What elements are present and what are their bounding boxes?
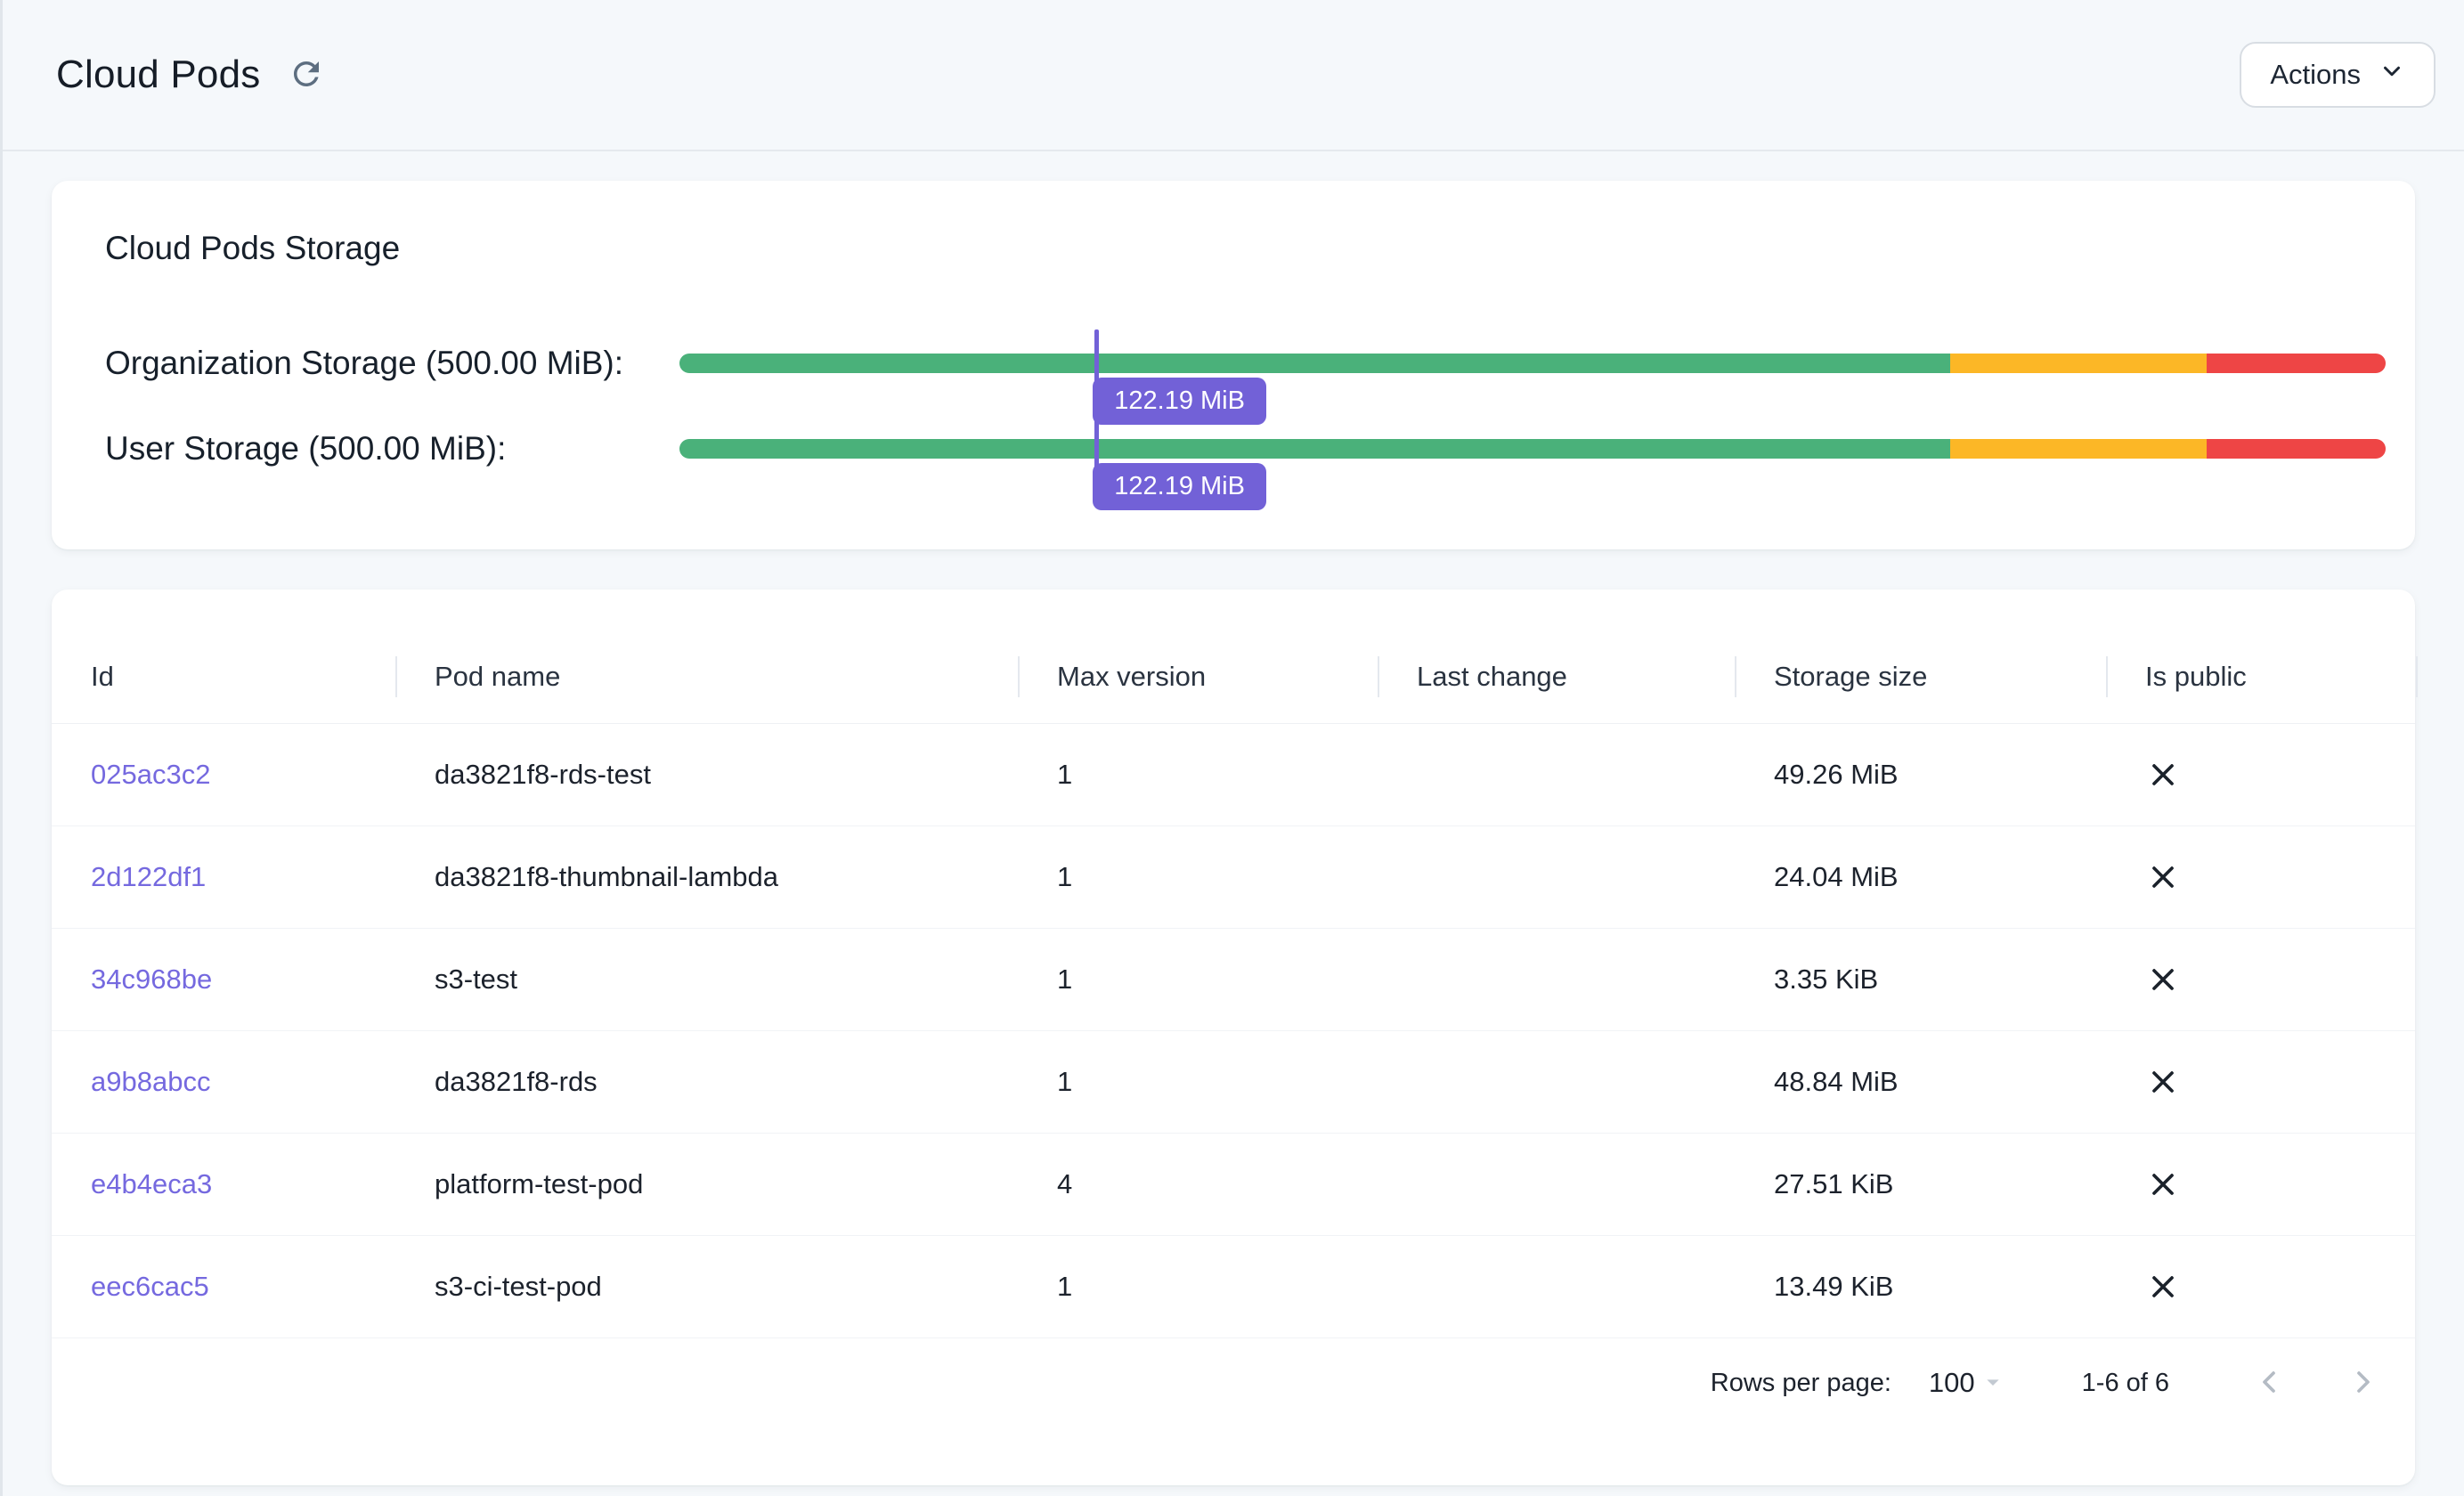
column-header-storage-size[interactable]: Storage size xyxy=(1735,630,2106,723)
rows-per-page-select[interactable]: 100 xyxy=(1929,1367,2007,1399)
main-content: Cloud Pods Storage Organization Storage … xyxy=(3,181,2464,1485)
pod-id-link[interactable]: 025ac3c2 xyxy=(91,759,211,790)
pod-name-cell: da3821f8-rds xyxy=(435,1066,598,1097)
max-version-cell: 1 xyxy=(1057,1271,1073,1302)
user-storage-label: User Storage (500.00 MiB): xyxy=(105,430,507,467)
column-header-is-public[interactable]: Is public xyxy=(2106,630,2418,723)
user-storage-bar: 122.19 MiB xyxy=(679,415,2386,510)
previous-page-button[interactable] xyxy=(2248,1362,2290,1404)
storage-size-cell: 24.04 MiB xyxy=(1774,861,1899,892)
table-row[interactable]: 2d122df1 da3821f8-thumbnail-lambda 1 24.… xyxy=(52,826,2415,929)
cloud-pods-storage-card: Cloud Pods Storage Organization Storage … xyxy=(52,181,2415,549)
page-title: Cloud Pods xyxy=(56,53,261,96)
table-header-row: Id Pod name Max version Last change Stor… xyxy=(52,630,2415,724)
refresh-button[interactable] xyxy=(283,52,329,98)
usage-marker xyxy=(1094,415,1100,470)
pod-name-cell: da3821f8-rds-test xyxy=(435,759,651,790)
not-public-cross-icon xyxy=(2106,962,2418,997)
storage-segment-red xyxy=(2206,354,2386,373)
max-version-cell: 1 xyxy=(1057,1066,1073,1097)
storage-segment-amber xyxy=(1950,354,2207,373)
pagination-range-label: 1-6 of 6 xyxy=(2081,1368,2169,1397)
usage-marker xyxy=(1094,329,1100,385)
storage-segment-green xyxy=(679,439,1951,459)
storage-size-cell: 13.49 KiB xyxy=(1774,1271,1894,1302)
table-row[interactable]: 34c968be s3-test 1 3.35 KiB xyxy=(52,929,2415,1031)
table-row[interactable]: e4b4eca3 platform-test-pod 4 27.51 KiB xyxy=(52,1134,2415,1236)
actions-button-label: Actions xyxy=(2270,59,2361,90)
storage-track xyxy=(679,439,2386,459)
user-storage-row: User Storage (500.00 MiB): 122.19 MiB xyxy=(105,406,2386,510)
actions-button[interactable]: Actions xyxy=(2240,42,2436,108)
organization-storage-row: Organization Storage (500.00 MiB): 122.1… xyxy=(105,321,2386,425)
pod-id-link[interactable]: e4b4eca3 xyxy=(91,1168,213,1199)
chevron-right-icon xyxy=(2346,1364,2381,1402)
max-version-cell: 1 xyxy=(1057,963,1073,995)
pod-name-cell: da3821f8-thumbnail-lambda xyxy=(435,861,779,892)
not-public-cross-icon xyxy=(2106,757,2418,793)
pod-name-cell: s3-test xyxy=(435,963,518,995)
usage-badge: 122.19 MiB xyxy=(1093,463,1266,510)
not-public-cross-icon xyxy=(2106,1064,2418,1100)
pod-id-link[interactable]: 2d122df1 xyxy=(91,861,207,892)
column-header-last-change[interactable]: Last change xyxy=(1378,630,1735,723)
pod-name-cell: s3-ci-test-pod xyxy=(435,1271,602,1302)
max-version-cell: 1 xyxy=(1057,861,1073,892)
organization-storage-bar: 122.19 MiB xyxy=(679,329,2386,425)
pod-id-link[interactable]: a9b8abcc xyxy=(91,1066,211,1097)
not-public-cross-icon xyxy=(2106,1167,2418,1202)
table-row[interactable]: 025ac3c2 da3821f8-rds-test 1 49.26 MiB xyxy=(52,724,2415,826)
storage-size-cell: 48.84 MiB xyxy=(1774,1066,1899,1097)
storage-card-title: Cloud Pods Storage xyxy=(105,230,401,266)
max-version-cell: 4 xyxy=(1057,1168,1073,1199)
column-header-max-version[interactable]: Max version xyxy=(1018,630,1378,723)
cloud-pods-table-card: Id Pod name Max version Last change Stor… xyxy=(52,589,2415,1485)
table-row[interactable]: eec6cac5 s3-ci-test-pod 1 13.49 KiB xyxy=(52,1236,2415,1338)
storage-track xyxy=(679,354,2386,373)
pod-id-link[interactable]: 34c968be xyxy=(91,963,213,995)
storage-size-cell: 49.26 MiB xyxy=(1774,759,1899,790)
next-page-button[interactable] xyxy=(2342,1362,2385,1404)
rows-per-page-value: 100 xyxy=(1928,1367,1975,1398)
dropdown-caret-icon xyxy=(1975,1368,2007,1399)
table-row[interactable]: a9b8abcc da3821f8-rds 1 48.84 MiB xyxy=(52,1031,2415,1134)
max-version-cell: 1 xyxy=(1057,759,1073,790)
pod-id-link[interactable]: eec6cac5 xyxy=(91,1271,209,1302)
column-header-pod-name[interactable]: Pod name xyxy=(395,630,1018,723)
table-pagination: Rows per page: 100 1-6 of 6 xyxy=(52,1338,2415,1427)
storage-segment-amber xyxy=(1950,439,2207,459)
organization-storage-label: Organization Storage (500.00 MiB): xyxy=(105,345,624,381)
column-header-id[interactable]: Id xyxy=(91,660,114,692)
not-public-cross-icon xyxy=(2106,1269,2418,1305)
chevron-down-icon xyxy=(2379,58,2405,92)
storage-size-cell: 27.51 KiB xyxy=(1774,1168,1894,1199)
chevron-left-icon xyxy=(2251,1364,2287,1402)
refresh-icon xyxy=(288,55,325,95)
storage-size-cell: 3.35 KiB xyxy=(1774,963,1879,995)
not-public-cross-icon xyxy=(2106,859,2418,895)
usage-badge: 122.19 MiB xyxy=(1093,378,1266,425)
pod-name-cell: platform-test-pod xyxy=(435,1168,644,1199)
rows-per-page-label: Rows per page: xyxy=(1710,1368,1891,1397)
storage-segment-green xyxy=(679,354,1951,373)
storage-segment-red xyxy=(2206,439,2386,459)
top-bar: Cloud Pods Actions xyxy=(3,0,2464,151)
